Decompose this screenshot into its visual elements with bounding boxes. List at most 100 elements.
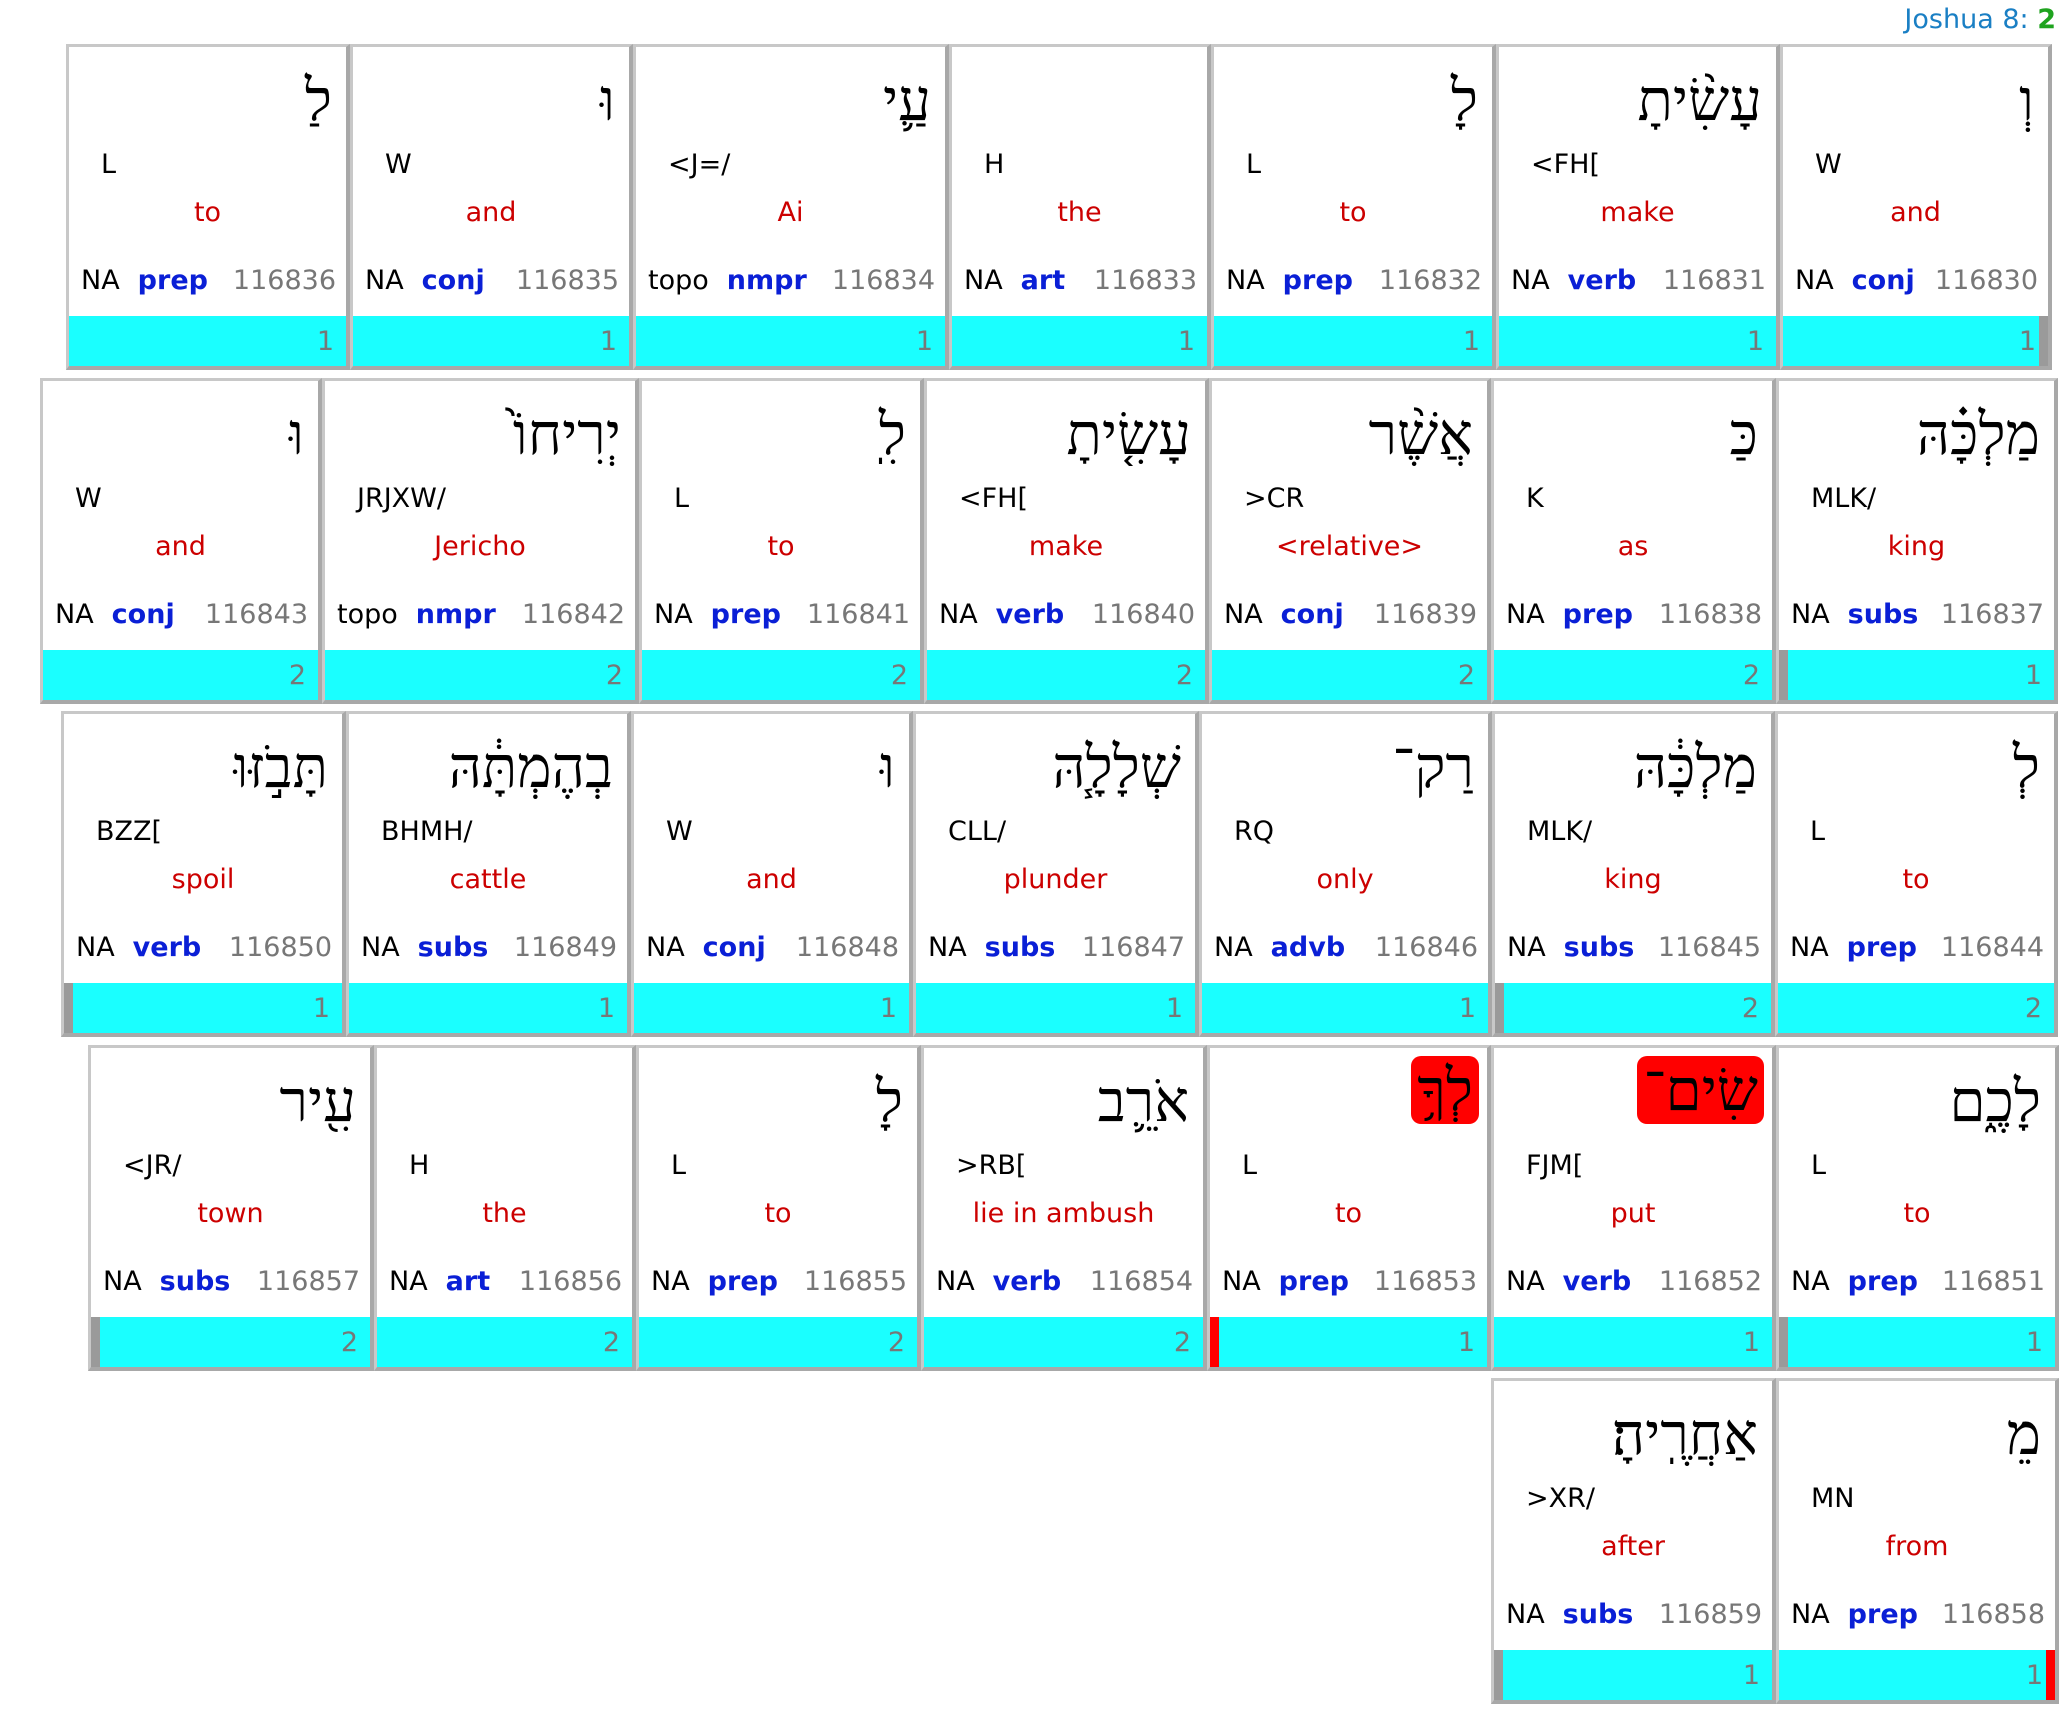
- hebrew-word[interactable]: לְ: [2012, 733, 2040, 801]
- hebrew-word[interactable]: רַק־: [1392, 733, 1474, 801]
- phrase-bar[interactable]: 1: [1202, 983, 1488, 1033]
- hebrew-word[interactable]: וּ: [289, 400, 304, 468]
- word-card[interactable]: אֲשֶׁ֨ר >CR <relative> NA conj 116839 2: [1209, 378, 1491, 704]
- word-card[interactable]: עִ֖יר <JR/town NA subs 116857 2: [88, 1045, 374, 1371]
- phrase-bar[interactable]: 2: [1212, 650, 1487, 700]
- phrase-bar[interactable]: 1: [349, 983, 627, 1033]
- phrase-bar[interactable]: 2: [927, 650, 1205, 700]
- word-card[interactable]: עַ֛י <J=/ Ai topo nmpr 116834 1: [633, 44, 949, 370]
- hebrew-word[interactable]: לִֽ: [878, 400, 906, 468]
- verse-number[interactable]: 2: [2037, 4, 2056, 35]
- word-card[interactable]: מַלְכָּ֔הּ MLK/king NA subs 116845 2: [1492, 711, 1775, 1037]
- hebrew-word[interactable]: [612, 1050, 624, 1152]
- phrase-bar[interactable]: 1: [64, 983, 342, 1033]
- word-card[interactable]: יְרִיחוֹ֙ JRJXW/Jericho topo nmpr 116842 2: [322, 378, 639, 704]
- gloss: and: [155, 531, 206, 562]
- hebrew-word[interactable]: אַחֲרֶֽיהָ׃: [1611, 1400, 1758, 1468]
- hebrew-word[interactable]: אֲשֶׁ֨ר: [1368, 400, 1473, 468]
- phrase-bar[interactable]: 2: [325, 650, 635, 700]
- hebrew-word[interactable]: עִ֖יר: [279, 1067, 356, 1135]
- word-card[interactable]: עָשִׂ֨יתָ <FH[make NA verb 116831 1: [1496, 44, 1780, 370]
- hebrew-word[interactable]: שְׁלָלָ֧הּ: [1052, 733, 1181, 801]
- hebrew-word[interactable]: שִׂים־: [1637, 1056, 1764, 1124]
- hebrew-word[interactable]: לַ: [304, 66, 332, 134]
- phrase-bar[interactable]: 1: [69, 316, 346, 366]
- hebrew-word[interactable]: [1187, 49, 1199, 151]
- phrase-bar[interactable]: 1: [1494, 1317, 1772, 1367]
- hebrew-word[interactable]: מַלְכָּ֗הּ: [1916, 400, 2040, 468]
- phrase-bar[interactable]: 1: [1494, 1650, 1772, 1700]
- phrase-bar[interactable]: 2: [43, 650, 318, 700]
- phrase-bar[interactable]: 2: [91, 1317, 370, 1367]
- hebrew-word[interactable]: לְךָ֥: [1411, 1056, 1479, 1124]
- hebrew-word[interactable]: לָ: [875, 1067, 903, 1135]
- phrase-count: 1: [2025, 1327, 2043, 1358]
- gloss: Ai: [777, 197, 804, 228]
- phrase-bar[interactable]: 2: [1495, 983, 1771, 1033]
- hebrew-word[interactable]: תָּבֹ֣זּוּ: [233, 733, 328, 801]
- phrase-bar[interactable]: 2: [924, 1317, 1203, 1367]
- hebrew-word[interactable]: לָ: [1450, 66, 1478, 134]
- verse-reference[interactable]: Joshua 8: 2: [1904, 4, 2056, 35]
- word-card[interactable]: אַחֲרֶֽיהָ׃ >XR/after NA subs 116859 1: [1491, 1378, 1776, 1704]
- phrase-bar[interactable]: 1: [634, 983, 909, 1033]
- hebrew-word[interactable]: לָכֶ֑ם: [1949, 1067, 2041, 1135]
- phrase-bar[interactable]: 1: [1210, 1317, 1487, 1367]
- phrase-bar[interactable]: 1: [1779, 650, 2054, 700]
- hebrew-word[interactable]: וּ: [880, 733, 895, 801]
- phrase-bar[interactable]: 1: [1499, 316, 1776, 366]
- phrase-bar[interactable]: 1: [1214, 316, 1492, 366]
- lexeme: L: [674, 483, 690, 514]
- phrase-bar[interactable]: 1: [916, 983, 1195, 1033]
- phrase-bar[interactable]: 2: [642, 650, 920, 700]
- hebrew-word[interactable]: וְ: [2019, 66, 2034, 134]
- phrase-bar[interactable]: 1: [1779, 1650, 2055, 1700]
- hebrew-word[interactable]: וּ: [600, 66, 615, 134]
- word-features: NA subs 116859: [1506, 1599, 1762, 1630]
- phrase-bar[interactable]: 2: [639, 1317, 917, 1367]
- phrase-bar[interactable]: 1: [952, 316, 1207, 366]
- boundary-marker-red: [2046, 1650, 2055, 1700]
- hebrew-word[interactable]: בְהֶמְתָּ֔הּ: [448, 733, 613, 801]
- hebrew-word[interactable]: כַּ: [1729, 400, 1758, 468]
- phrase-count: 1: [1177, 326, 1195, 357]
- phrase-bar[interactable]: 1: [353, 316, 629, 366]
- word-card[interactable]: עָשִׂ֤יתָ <FH[make NA verb 116840 2: [924, 378, 1209, 704]
- word-card[interactable]: מַלְכָּ֗הּ MLK/king NA subs 116837 1: [1776, 378, 2058, 704]
- word-card[interactable]: שְׁלָלָ֧הּ CLL/plunder NA subs 116847 1: [913, 711, 1199, 1037]
- phrase-bar[interactable]: 1: [1783, 316, 2048, 366]
- hebrew-word[interactable]: מֵ: [2006, 1400, 2041, 1468]
- hebrew-word[interactable]: עָשִׂ֨יתָ: [1637, 66, 1762, 134]
- phrase-bar[interactable]: 2: [1494, 650, 1772, 700]
- gloss: king: [1604, 864, 1662, 895]
- hebrew-word[interactable]: עַ֛י: [882, 66, 931, 134]
- word-card[interactable]: בְהֶמְתָּ֔הּ BHMH/cattle NA subs 116849 1: [346, 711, 631, 1037]
- word-card[interactable]: שִׂים־ FJM[put NA verb 116852 1: [1491, 1045, 1776, 1371]
- hebrew-word[interactable]: מַלְכָּ֔הּ: [1633, 733, 1757, 801]
- word-card[interactable]: מֵ MN from NA prep 116858 1: [1776, 1378, 2059, 1704]
- phrase-bar[interactable]: 1: [636, 316, 945, 366]
- phrase-bar[interactable]: 2: [377, 1317, 632, 1367]
- hebrew-word[interactable]: יְרִיחוֹ֙: [512, 400, 621, 468]
- hebrew-word[interactable]: עָשִׂ֤יתָ: [1066, 400, 1191, 468]
- word-card[interactable]: אֹרֵ֛ב >RB[lie in ambush NA verb 116854 2: [921, 1045, 1207, 1371]
- hebrew-word[interactable]: אֹרֵ֛ב: [1097, 1067, 1189, 1135]
- word-card[interactable]: תָּבֹ֣זּוּ BZZ[spoil NA verb 116850 1: [61, 711, 346, 1037]
- phrase-bar[interactable]: 1: [1779, 1317, 2055, 1367]
- phrase-bar[interactable]: 2: [1778, 983, 2054, 1033]
- word-card[interactable]: רַק־ RQ only NA advb 116846 1: [1199, 711, 1492, 1037]
